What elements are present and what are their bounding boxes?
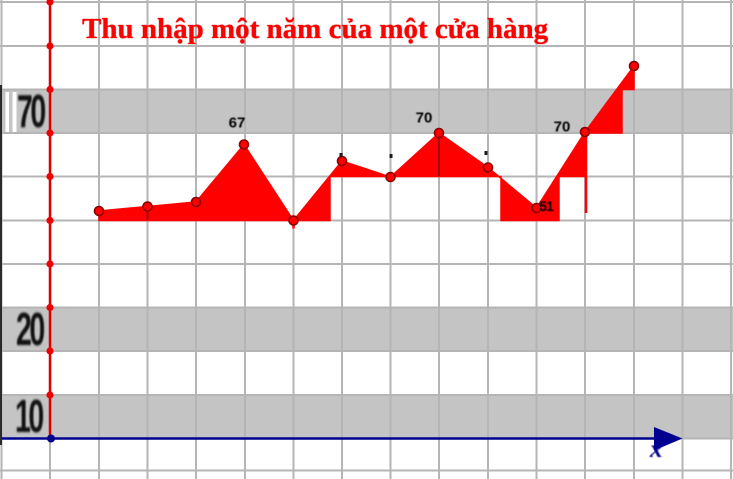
data-point-month-10[interactable] — [531, 202, 542, 214]
y-axis-tick-dot-4 — [46, 172, 54, 181]
highlight-band-1 — [0, 307, 733, 351]
band-white-mark-1 — [12, 92, 17, 132]
point-label-month8: 70 — [415, 109, 433, 127]
data-point-month-3[interactable] — [190, 196, 202, 208]
data-point-month-1[interactable] — [93, 205, 105, 217]
y-axis-tick-dot-7 — [46, 303, 54, 312]
data-point-month-7[interactable] — [385, 171, 396, 183]
y-axis-tick-dot-3 — [46, 129, 54, 137]
x-axis-label: x — [650, 436, 663, 463]
data-point-month-4[interactable] — [238, 139, 250, 150]
highlight-band-2 — [0, 395, 733, 439]
axis-band-label-bottom: 10 — [15, 394, 44, 439]
highlight-band-0 — [0, 89, 733, 133]
y-axis-tick-dot-2 — [46, 85, 54, 94]
point-label-month4: 67 — [228, 114, 246, 132]
label-speck-0 — [339, 153, 343, 157]
data-point-month-11[interactable] — [579, 126, 591, 138]
data-point-month-12[interactable] — [628, 60, 640, 72]
data-point-month-8[interactable] — [433, 127, 445, 139]
data-point-month-5[interactable] — [288, 215, 299, 226]
axis-band-label-top: 70 — [17, 90, 46, 133]
label-speck-1 — [389, 154, 393, 158]
y-axis-tick-dot-6 — [46, 260, 54, 268]
y-axis-tick-dot-9 — [46, 391, 54, 399]
chart-title: Thu nhập một năm của một cửa hàng — [82, 13, 549, 45]
y-axis-tick-dot-5 — [46, 216, 54, 225]
point-label-month10: 51 — [539, 198, 554, 214]
x-axis-arrowhead-icon — [654, 427, 683, 451]
data-point-month-6[interactable] — [336, 155, 348, 167]
data-point-month-9[interactable] — [482, 162, 494, 173]
point-label-month11: 70 — [553, 118, 571, 136]
y-axis-tick-dot-8 — [46, 347, 54, 355]
axis-band-label-middle: 20 — [16, 307, 45, 352]
label-speck-2 — [484, 151, 488, 155]
y-axis-tick-dot-0 — [46, 0, 54, 6]
data-point-month-2[interactable] — [142, 201, 153, 212]
y-axis-tick-dot-1 — [46, 42, 54, 50]
origin-dot — [47, 434, 55, 443]
band-white-mark-0 — [5, 92, 9, 132]
